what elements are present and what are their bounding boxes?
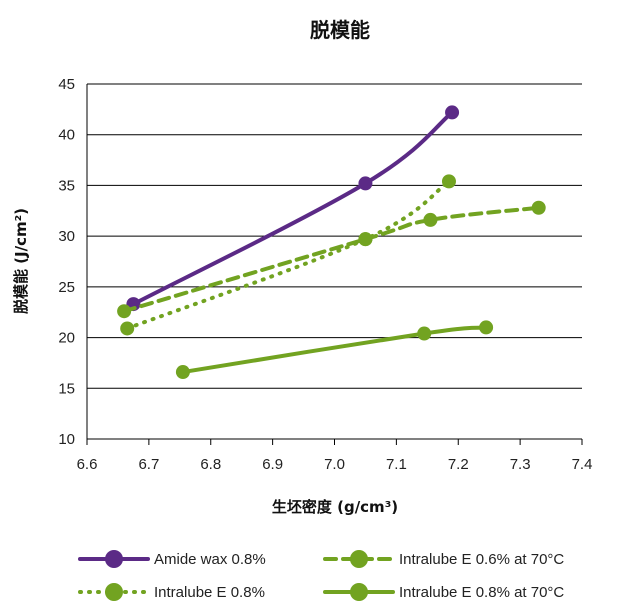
legend-marker xyxy=(350,583,368,601)
data-point xyxy=(423,212,438,227)
series-2 xyxy=(117,200,546,319)
series-1 xyxy=(126,105,460,312)
y-axis-title: 脱模能 (J/cm²) xyxy=(12,208,30,314)
series-3 xyxy=(120,174,456,336)
x-tick-label: 7.0 xyxy=(324,456,345,473)
x-tick-label: 6.6 xyxy=(77,456,98,473)
axes xyxy=(86,84,583,445)
data-point xyxy=(120,321,135,336)
x-tick-label: 7.1 xyxy=(386,456,407,473)
legend-label: Amide wax 0.8% xyxy=(154,551,266,568)
series-layer xyxy=(117,105,546,380)
series-line xyxy=(131,110,455,307)
data-point xyxy=(479,320,494,335)
legend-item: Intralube E 0.8% at 70°C xyxy=(323,583,564,601)
data-point xyxy=(175,365,190,380)
y-tick-labels: 10 15 20 25 30 35 40 45 xyxy=(58,76,75,448)
x-tick-label: 6.9 xyxy=(262,456,283,473)
y-tick-label: 35 xyxy=(58,177,75,194)
x-tick-labels: 6.6 6.7 6.8 6.9 7.0 7.1 7.2 7.3 7.4 xyxy=(77,456,593,473)
data-point xyxy=(445,105,460,120)
x-tick-label: 7.4 xyxy=(572,456,593,473)
grid-lines xyxy=(87,83,582,389)
x-tick-label: 6.7 xyxy=(138,456,159,473)
legend-item: Amide wax 0.8% xyxy=(78,550,266,568)
data-point xyxy=(531,200,546,215)
x-tick-label: 7.2 xyxy=(448,456,469,473)
y-tick-label: 30 xyxy=(58,228,75,245)
y-tick-label: 25 xyxy=(58,279,75,296)
legend-item: Intralube E 0.8% xyxy=(78,583,265,601)
y-tick-label: 10 xyxy=(58,431,75,448)
series-line xyxy=(180,325,489,375)
legend-label: Intralube E 0.6% at 70°C xyxy=(399,551,564,568)
legend-label: Intralube E 0.8% at 70°C xyxy=(399,584,564,601)
y-tick-label: 45 xyxy=(58,76,75,93)
chart-title: 脱模能 xyxy=(310,18,370,42)
series-line xyxy=(122,205,541,314)
data-point xyxy=(417,326,432,341)
x-axis-title: 生坯密度 (g/cm³) xyxy=(272,498,398,516)
data-point xyxy=(441,174,456,189)
legend-marker xyxy=(105,583,123,601)
data-point xyxy=(117,304,132,319)
legend-marker xyxy=(350,550,368,568)
x-tick-label: 6.8 xyxy=(200,456,221,473)
legend-item: Intralube E 0.6% at 70°C xyxy=(323,550,564,568)
series-line xyxy=(125,179,451,331)
y-tick-label: 40 xyxy=(58,127,75,144)
data-point xyxy=(358,176,373,191)
series-4 xyxy=(175,320,494,380)
x-tick-label: 7.3 xyxy=(510,456,531,473)
y-tick-label: 15 xyxy=(58,380,75,397)
legend-label: Intralube E 0.8% xyxy=(154,584,265,601)
y-tick-label: 20 xyxy=(58,330,75,347)
legend-marker xyxy=(105,550,123,568)
legend: Amide wax 0.8% Intralube E 0.6% at 70°C In… xyxy=(78,550,564,601)
data-point xyxy=(358,232,373,247)
